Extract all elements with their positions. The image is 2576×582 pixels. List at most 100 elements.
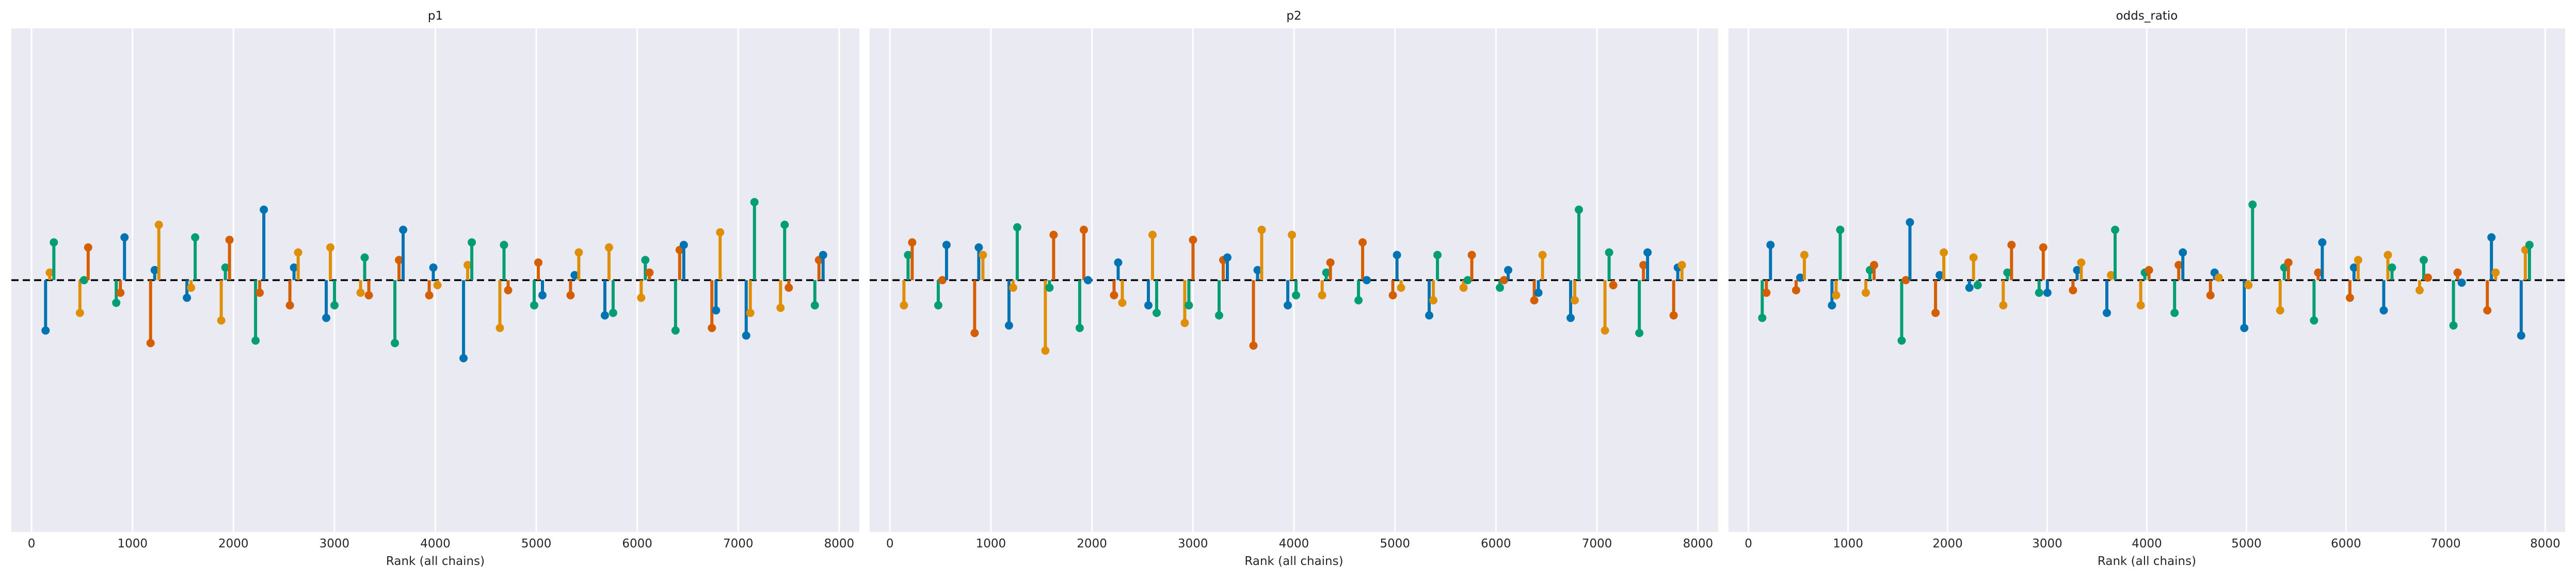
rank-point [1249, 341, 1258, 350]
rank-point [2073, 266, 2082, 274]
rank-point [1429, 296, 1438, 305]
rank-point [1253, 266, 1262, 274]
rank-point [979, 250, 987, 259]
rank-point [79, 276, 88, 285]
rank-point [1500, 276, 1509, 285]
panel-p1: 0 1000 2000 3000 4000 5000 6000 7000 8000 p1 Rank … [11, 9, 859, 568]
x-tick-label: 6000 [2331, 537, 2361, 550]
rank-point [1388, 291, 1397, 300]
rank-point [942, 241, 951, 249]
rank-point [75, 308, 84, 317]
rank-point [1257, 226, 1266, 234]
rank-point [187, 284, 196, 292]
rank-point [1463, 276, 1472, 285]
rank-point [1836, 226, 1845, 234]
rank-point [322, 313, 331, 322]
rank-point [1079, 226, 1088, 234]
x-tick-label: 2000 [1077, 537, 1107, 550]
x-tick-label: 7000 [723, 537, 754, 550]
x-tick-label: 3000 [1178, 537, 1208, 550]
rank-point [1796, 273, 1804, 282]
rank-point [1358, 238, 1367, 247]
rank-point [1504, 266, 1513, 274]
rank-point [1041, 347, 1050, 355]
rank-point [285, 301, 294, 310]
x-tick-label: 0 [1745, 537, 1752, 550]
rank-point [2003, 268, 2012, 277]
x-tick-label: 1000 [117, 537, 148, 550]
rank-point [1677, 261, 1686, 270]
rank-point [1969, 253, 1978, 262]
rank-point [1973, 281, 1982, 290]
rank-point [1004, 321, 1013, 330]
rank-point [1284, 301, 1292, 310]
rank-point [116, 288, 125, 297]
rank-point [468, 238, 476, 247]
rank-point [1114, 258, 1123, 267]
panel-p2: 0 1000 2000 3000 4000 5000 6000 7000 8000 p2 Rank … [870, 9, 1718, 568]
rank-point [1148, 230, 1157, 239]
rank-point [500, 241, 508, 249]
rank-point [600, 311, 609, 320]
rank-point [2248, 200, 2257, 209]
x-tick-label: 3000 [2032, 537, 2062, 550]
rank-point [399, 226, 408, 234]
rank-point [2349, 263, 2358, 272]
rank-point [395, 256, 404, 264]
rank-point [538, 291, 547, 300]
rank-point [2069, 286, 2077, 294]
rank-point [1935, 271, 1944, 279]
rank-point [2170, 308, 2179, 317]
rank-point [2379, 306, 2388, 314]
rank-point [810, 301, 819, 310]
rank-point [750, 198, 759, 207]
rank-point [290, 263, 298, 272]
rank-point [1870, 261, 1879, 270]
rank-point [742, 331, 750, 340]
rank-point [1049, 230, 1058, 239]
rank-point [495, 324, 504, 333]
rank-point [2415, 286, 2424, 294]
rank-point [2043, 288, 2052, 297]
rank-point [974, 243, 983, 252]
rank-point [2525, 241, 2534, 249]
panel-title: p2 [1286, 9, 1301, 23]
rank-point [566, 291, 575, 300]
rank-point [2107, 271, 2116, 279]
rank-point [1153, 308, 1161, 317]
rank-point [2111, 226, 2120, 234]
rank-point [360, 253, 369, 262]
rank-point [746, 308, 755, 317]
rank-point [45, 268, 54, 277]
rank-point [2491, 268, 2500, 277]
rank-point [330, 301, 339, 310]
rank-point [2039, 243, 2047, 252]
rank-point [1601, 326, 1609, 335]
x-tick-label: 5000 [2231, 537, 2262, 550]
rank-point [609, 308, 617, 317]
rank-point [84, 243, 92, 252]
rank-point [146, 339, 155, 348]
rank-point [1635, 328, 1644, 337]
rank-point [2179, 248, 2187, 257]
rank-point [1832, 291, 1841, 300]
x-tick-label: 8000 [1683, 537, 1714, 550]
rank-point [364, 291, 373, 300]
rank-point [260, 206, 268, 214]
rank-point [570, 271, 579, 279]
rank-point [217, 316, 226, 325]
rank-point [530, 301, 539, 310]
rank-point [716, 228, 725, 237]
x-tick-label: 8000 [824, 537, 855, 550]
rank-point [938, 276, 947, 285]
x-tick-label: 3000 [319, 537, 350, 550]
rank-point [1538, 250, 1547, 259]
x-tick-label: 0 [28, 537, 36, 550]
rank-point [1605, 248, 1613, 257]
rank-point [2145, 266, 2153, 274]
rank-point [2517, 331, 2525, 340]
rank-point [433, 281, 442, 290]
rank-point [1639, 261, 1648, 270]
rank-point [1318, 291, 1326, 300]
